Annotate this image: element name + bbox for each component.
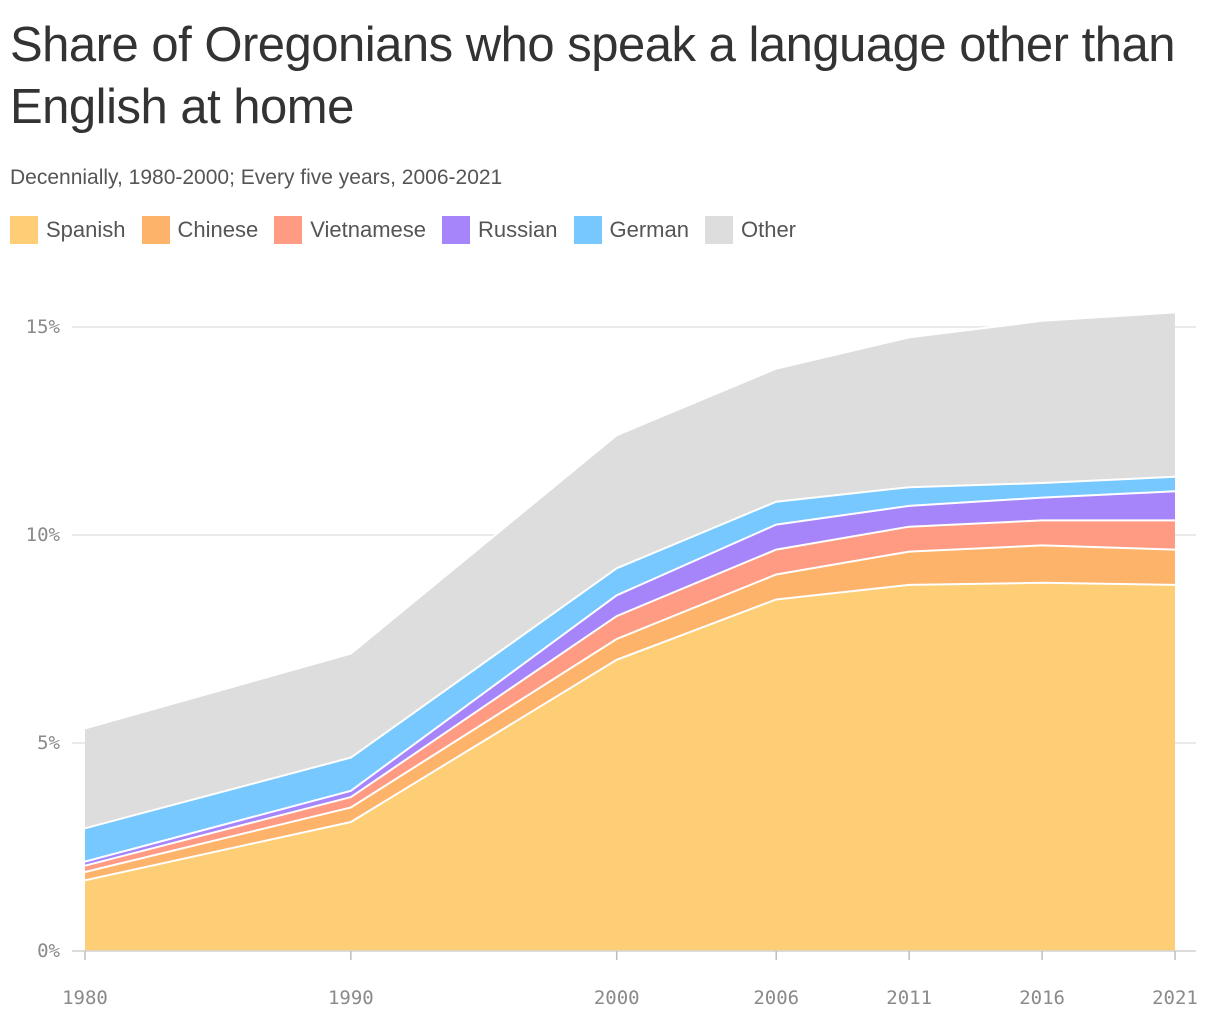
legend-swatch xyxy=(274,216,303,244)
legend-swatch xyxy=(10,216,38,244)
chart-subtitle: Decennially, 1980-2000; Every five years… xyxy=(10,166,503,189)
area-german xyxy=(85,476,1175,862)
y-tick-label: 10% xyxy=(26,524,61,546)
legend-item-russian: Russian xyxy=(442,216,558,244)
x-tick-label: 1980 xyxy=(62,987,108,1009)
y-tick-label: 5% xyxy=(37,732,60,754)
area-other xyxy=(85,312,1175,829)
legend-item-other: Other xyxy=(704,216,797,244)
legend-label: Spanish xyxy=(46,217,126,242)
legend-item-german: German xyxy=(573,216,689,244)
legend-label: Russian xyxy=(478,217,558,242)
area-chinese xyxy=(85,545,1175,881)
x-tick-label: 2021 xyxy=(1152,987,1198,1009)
x-tick-label: 2016 xyxy=(1019,987,1065,1009)
legend-item-spanish: Spanish xyxy=(10,216,126,244)
legend-label: Vietnamese xyxy=(310,217,427,242)
area-spanish xyxy=(85,582,1175,951)
legend-swatch xyxy=(573,216,602,244)
legend-item-chinese: Chinese xyxy=(141,216,259,244)
y-tick-label: 0% xyxy=(37,940,60,962)
legend-swatch xyxy=(704,216,733,244)
legend-swatch xyxy=(442,216,471,244)
y-tick-label: 15% xyxy=(26,316,61,338)
x-tick-label: 2000 xyxy=(594,987,640,1009)
legend-label: Chinese xyxy=(177,217,259,242)
boundary-other xyxy=(84,311,1176,730)
series-boundaries xyxy=(84,311,1176,882)
legend-swatch xyxy=(141,216,170,244)
legend-label: German xyxy=(609,217,689,242)
boundary-chinese xyxy=(84,544,1176,873)
x-tick-label: 1990 xyxy=(328,987,374,1009)
x-axis-ticks: 1980 1990 2000 2006 2011 2016 2021 xyxy=(62,950,1198,1009)
series-areas xyxy=(85,312,1175,951)
boundary-russian xyxy=(84,490,1176,863)
boundary-spanish xyxy=(84,581,1176,882)
boundary-vietnamese xyxy=(84,519,1175,867)
y-axis-ticks: 0% 5% 10% 15% xyxy=(26,316,61,962)
x-tick-label: 2006 xyxy=(753,987,799,1009)
x-tick-label: 2011 xyxy=(886,987,932,1009)
legend-item-vietnamese: Vietnamese xyxy=(274,216,426,244)
legend-label: Other xyxy=(740,217,797,242)
boundary-german xyxy=(84,475,1176,830)
legend: Spanish Chinese Vietnamese Russian German Oth… xyxy=(10,216,812,244)
chart-title: Share of Oregonians who speak a language… xyxy=(10,18,1175,134)
